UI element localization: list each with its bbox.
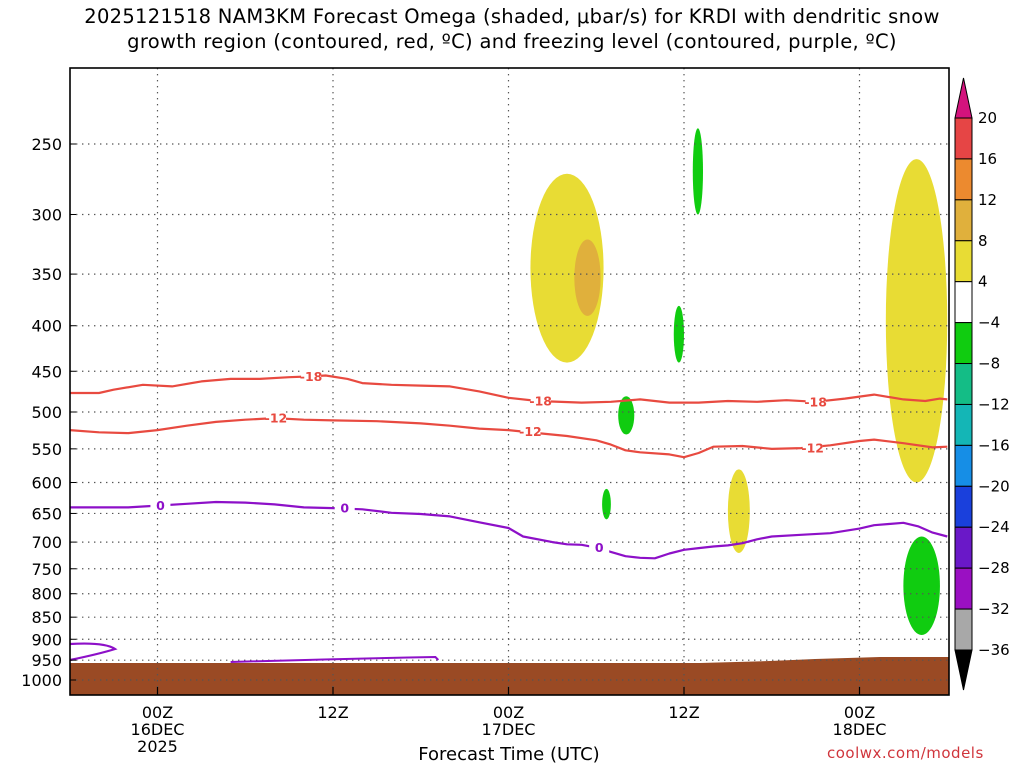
omega-cell-4 xyxy=(692,128,704,215)
terrain-fill xyxy=(70,657,949,695)
contour-line-0 xyxy=(69,374,948,404)
y-tick-950: 950 xyxy=(31,651,62,670)
colorbar-label-5: −4 xyxy=(978,314,1000,332)
y-tick-650: 650 xyxy=(31,504,62,523)
colorbar-label-4: 4 xyxy=(978,273,988,291)
colorbar: 20 16 12 8 4 −4 −8 −12 −16 −20 −24 −28 −32 −36 xyxy=(954,77,1010,691)
colorbar-bottom-arrow xyxy=(954,649,973,691)
colorbar-label-6: −8 xyxy=(978,355,1000,373)
omega-cell-5 xyxy=(673,305,684,363)
colorbar-swatch-8 xyxy=(954,444,973,487)
contour-label-0: -18 xyxy=(300,369,323,384)
contour-label-bg-8 xyxy=(589,540,610,554)
colorbar-swatch-3 xyxy=(954,240,973,283)
x-axis-title: Forecast Time (UTC) xyxy=(418,744,600,765)
colorbar-label-13: −36 xyxy=(978,641,1010,659)
colorbar-swatch-1 xyxy=(954,158,973,201)
contour-label-bg-3 xyxy=(265,411,286,425)
freezing-level-surface-line xyxy=(230,655,440,663)
contour-label-3: -12 xyxy=(265,411,288,426)
plot-frame xyxy=(69,67,950,696)
y-tick-800: 800 xyxy=(31,585,62,604)
colorbar-label-2: 12 xyxy=(978,191,997,209)
y-tick-700: 700 xyxy=(31,533,62,552)
contour-label-1: -18 xyxy=(529,394,552,409)
colorbar-label-3: 8 xyxy=(978,232,988,250)
y-tick-900: 900 xyxy=(31,630,62,649)
contour-label-bg-7 xyxy=(334,501,355,515)
y-tick-550: 550 xyxy=(31,440,62,459)
contour-label-6: 0 xyxy=(156,498,165,513)
y-tick-850: 850 xyxy=(31,608,62,627)
colorbar-label-7: −12 xyxy=(978,395,1010,413)
x-tick-label-30-0: 00Z xyxy=(493,703,524,722)
grid-lines xyxy=(70,68,949,695)
x-tick-label-30-1: 17DEC xyxy=(482,720,536,739)
x-tick-label-6-2: 2025 xyxy=(137,737,178,756)
y-tick-250: 250 xyxy=(31,135,62,154)
contour-label-4: -12 xyxy=(519,424,542,439)
x-tick-label-54-1: 18DEC xyxy=(833,720,887,739)
x-tick-label-6-0: 00Z xyxy=(142,703,173,722)
y-tick-300: 300 xyxy=(31,205,62,224)
colorbar-swatch-2 xyxy=(954,199,973,242)
contour-label-8: 0 xyxy=(595,540,604,555)
colorbar-label-9: −20 xyxy=(978,477,1010,495)
x-tick-label-42-0: 12Z xyxy=(668,703,699,722)
colorbar-label-10: −24 xyxy=(978,518,1010,536)
omega-cell-2 xyxy=(727,469,750,553)
colorbar-swatch-6 xyxy=(954,363,973,405)
colorbar-swatch-5 xyxy=(954,322,973,365)
contour-label-bg-4 xyxy=(520,424,541,438)
contour-label-5: -12 xyxy=(801,441,824,456)
omega-cell-7 xyxy=(602,488,611,520)
freezing-level-surface-loop xyxy=(69,642,118,662)
y-axis-ticks: 250 300 350 400 450 500 550 600 650 700 750 800 850 9… xyxy=(21,135,76,690)
x-tick-label-18-0: 12Z xyxy=(317,703,348,722)
contour-lines: -18 -18 -18 -12 -12 -12 0 0 0 xyxy=(69,369,948,663)
chart-title: 2025121518 NAM3KM Forecast Omega (shaded… xyxy=(84,5,940,53)
contour-label-bg-5 xyxy=(802,441,823,455)
y-tick-1000: 1000 xyxy=(21,671,62,690)
colorbar-label-1: 16 xyxy=(978,150,997,168)
colorbar-swatch-11 xyxy=(954,567,973,610)
contour-label-7: 0 xyxy=(340,501,349,516)
omega-cell-3 xyxy=(885,159,948,483)
colorbar-swatch-10 xyxy=(954,526,973,569)
colorbar-swatch-12 xyxy=(954,608,973,651)
ground-surface xyxy=(70,657,949,695)
colorbar-label-8: −16 xyxy=(978,436,1010,454)
colorbar-swatch-4 xyxy=(954,281,973,324)
omega-shading xyxy=(530,128,948,635)
contour-label-bg-6 xyxy=(150,498,171,512)
y-tick-450: 450 xyxy=(31,362,62,381)
y-tick-750: 750 xyxy=(31,560,62,579)
colorbar-label-11: −28 xyxy=(978,559,1010,577)
y-tick-400: 400 xyxy=(31,317,62,336)
contour-label-bg-2 xyxy=(805,394,826,408)
omega-cell-1 xyxy=(574,239,601,316)
contour-label-bg-1 xyxy=(530,394,551,408)
y-tick-500: 500 xyxy=(31,403,62,422)
colorbar-label-0: 20 xyxy=(978,109,997,127)
omega-cell-6 xyxy=(618,396,635,435)
x-tick-label-6-1: 16DEC xyxy=(131,720,185,739)
contour-label-bg-0 xyxy=(301,369,322,383)
credit-text: coolwx.com/models xyxy=(827,744,984,762)
colorbar-label-12: −32 xyxy=(978,600,1010,618)
y-tick-600: 600 xyxy=(31,473,62,492)
colorbar-swatch-7 xyxy=(954,403,973,446)
x-tick-label-54-0: 00Z xyxy=(844,703,875,722)
contour-label-2: -18 xyxy=(804,394,827,409)
omega-cell-8 xyxy=(903,536,940,635)
colorbar-top-arrow xyxy=(954,77,973,119)
y-tick-350: 350 xyxy=(31,265,62,284)
colorbar-swatch-9 xyxy=(954,485,973,528)
colorbar-swatch-0 xyxy=(954,117,973,160)
